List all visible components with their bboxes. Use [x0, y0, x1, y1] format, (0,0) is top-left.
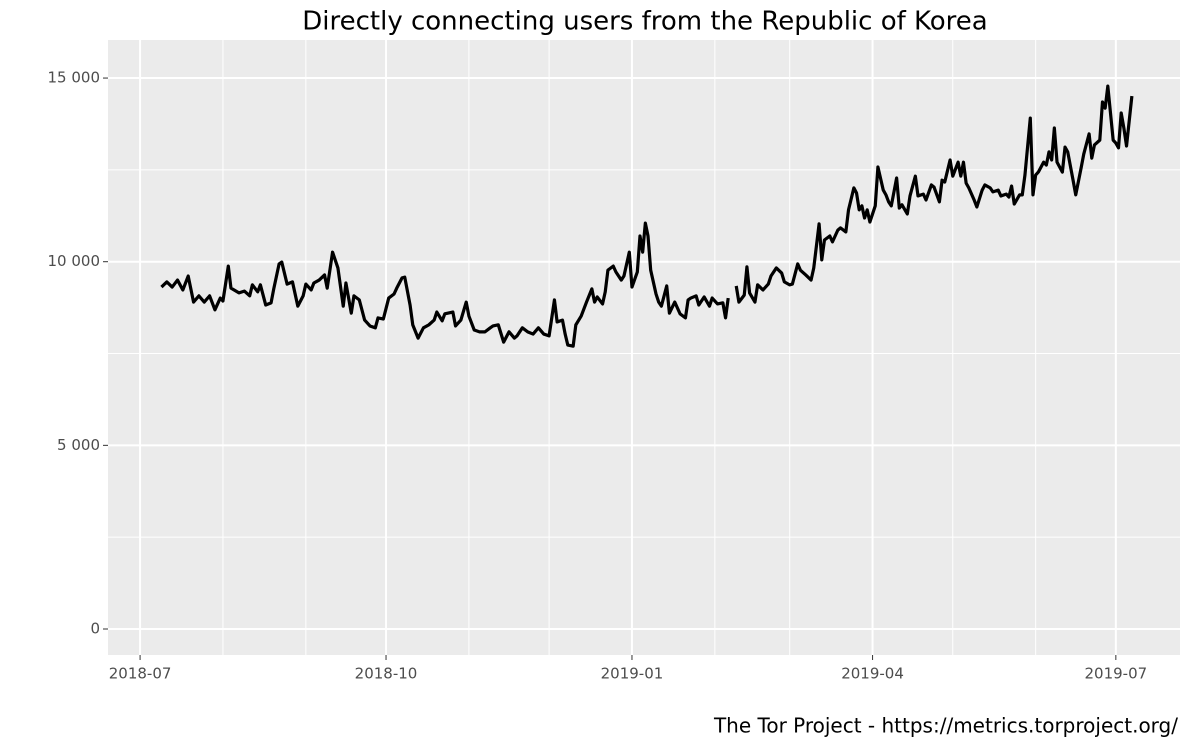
- grid: [108, 40, 1180, 655]
- y-tick-label: 15 000: [48, 69, 101, 87]
- panel-background: [108, 40, 1180, 655]
- series-line: [160, 221, 730, 348]
- y-tick-label: 10 000: [48, 252, 101, 270]
- series-line: [734, 84, 1134, 304]
- x-tick-label: 2018-07: [109, 665, 172, 683]
- y-tick-label: 5 000: [57, 436, 100, 454]
- x-tick-label: 2018-10: [355, 665, 418, 683]
- x-tick-label: 2019-07: [1084, 665, 1147, 683]
- x-tick-label: 2019-01: [601, 665, 664, 683]
- chart-title: Directly connecting users from the Repub…: [302, 7, 987, 37]
- caption: The Tor Project - https://metrics.torpro…: [713, 714, 1178, 738]
- y-tick-label: 0: [90, 619, 100, 637]
- lines: [160, 84, 1134, 348]
- x-tick-label: 2019-04: [841, 665, 904, 683]
